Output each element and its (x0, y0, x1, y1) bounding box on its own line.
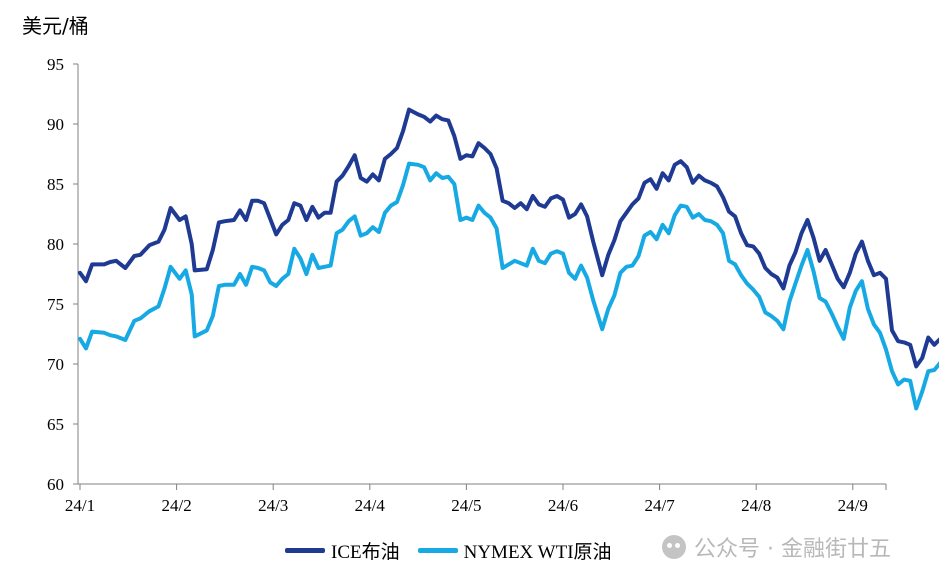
y-tick-label: 85 (47, 175, 64, 194)
legend-label-brent: ICE布油 (331, 542, 400, 563)
x-tick-label: 24/1 (65, 496, 95, 515)
x-tick-label: 24/6 (548, 496, 578, 515)
x-tick-label: 24/7 (644, 496, 675, 515)
x-tick-label: 24/8 (741, 496, 771, 515)
y-tick-label: 60 (47, 475, 64, 494)
legend-label-wti: NYMEX WTI原油 (463, 542, 612, 563)
legend-item-brent: ICE布油 (285, 537, 400, 564)
watermark: 公众号 · 金融街廿五 (662, 531, 891, 563)
x-tick-label: 24/9 (838, 496, 868, 515)
x-tick-label: 24/5 (451, 496, 481, 515)
legend-swatch-brent (285, 548, 325, 553)
x-tick-label: 24/3 (258, 496, 288, 515)
wechat-icon (662, 535, 686, 559)
x-tick-label: 24/4 (355, 496, 386, 515)
series-line-brent (78, 107, 939, 369)
legend-swatch-wti (417, 548, 458, 553)
y-axis-unit-label: 美元/桶 (22, 14, 89, 38)
series-line-wti (78, 161, 939, 411)
y-tick-label: 70 (47, 355, 64, 374)
legend-item-wti: NYMEX WTI原油 (417, 537, 612, 564)
x-tick-label: 24/2 (161, 496, 191, 515)
y-tick-label: 95 (47, 55, 64, 74)
y-tick-label: 80 (47, 235, 64, 254)
y-tick-label: 65 (47, 415, 64, 434)
chart-legend: ICE布油 NYMEX WTI原油 (285, 537, 630, 564)
y-tick-label: 90 (47, 115, 64, 134)
watermark-text: 公众号 · 金融街廿五 (694, 537, 891, 562)
y-tick-label: 75 (47, 295, 64, 314)
